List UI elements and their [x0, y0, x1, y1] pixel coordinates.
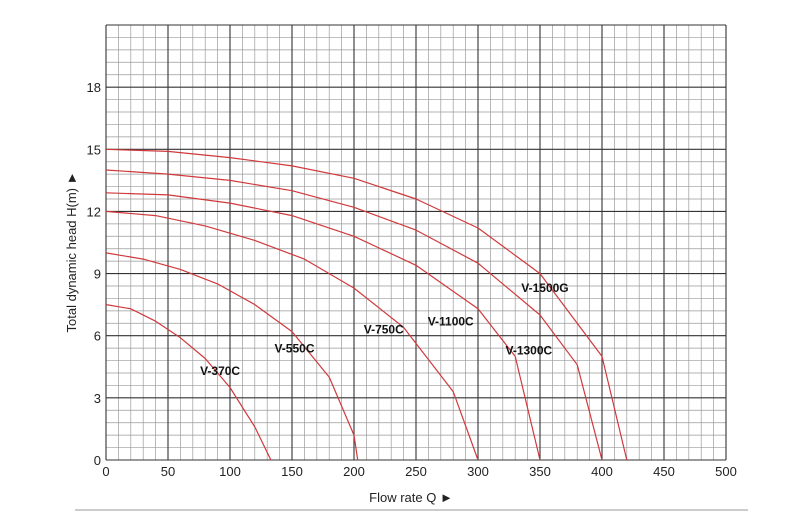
y-tick-label: 15 [87, 142, 101, 157]
curves [105, 148, 628, 461]
curve-line [105, 252, 359, 461]
y-axis-title: Total dynamic head H(m) ► [64, 172, 79, 333]
x-tick-labels: 0 50 100 150 200 250 300 350 400 450 500 [102, 464, 736, 479]
x-tick-label: 350 [529, 464, 551, 479]
curve-label: V-1100C [428, 314, 474, 328]
x-tick-label: 250 [405, 464, 427, 479]
x-tick-label: 100 [219, 464, 241, 479]
x-tick-label: 0 [102, 464, 109, 479]
y-tick-label: 6 [94, 329, 101, 344]
y-tick-labels: 0 3 6 9 12 15 18 [87, 80, 101, 468]
curve-line [105, 210, 479, 461]
x-tick-label: 450 [653, 464, 675, 479]
curve-line [105, 148, 628, 461]
y-tick-label: 9 [94, 267, 101, 282]
curve-label: V-370C [200, 364, 240, 378]
x-axis-title: Flow rate Q ► [369, 490, 453, 505]
curve-label: V-550C [274, 341, 314, 355]
minor-grid [106, 25, 726, 460]
y-tick-label: 3 [94, 391, 101, 406]
x-tick-label: 500 [715, 464, 737, 479]
y-tick-label: 0 [94, 453, 101, 468]
x-tick-label: 50 [161, 464, 175, 479]
y-tick-label: 12 [87, 204, 101, 219]
y-tick-label: 18 [87, 80, 101, 95]
curve-line [105, 192, 541, 461]
curve-line [105, 169, 603, 461]
curve-labels: V-370C V-550C V-750C V-1100C V-1300C V-1500G [200, 281, 569, 378]
curve-label: V-750C [364, 323, 404, 337]
x-tick-label: 400 [591, 464, 613, 479]
x-tick-label: 200 [343, 464, 365, 479]
x-tick-label: 300 [467, 464, 489, 479]
curve-label: V-1300C [505, 343, 552, 357]
major-grid [105, 24, 727, 461]
curve-line [105, 304, 272, 461]
x-tick-label: 150 [281, 464, 303, 479]
curve-label: V-1500G [521, 281, 568, 295]
